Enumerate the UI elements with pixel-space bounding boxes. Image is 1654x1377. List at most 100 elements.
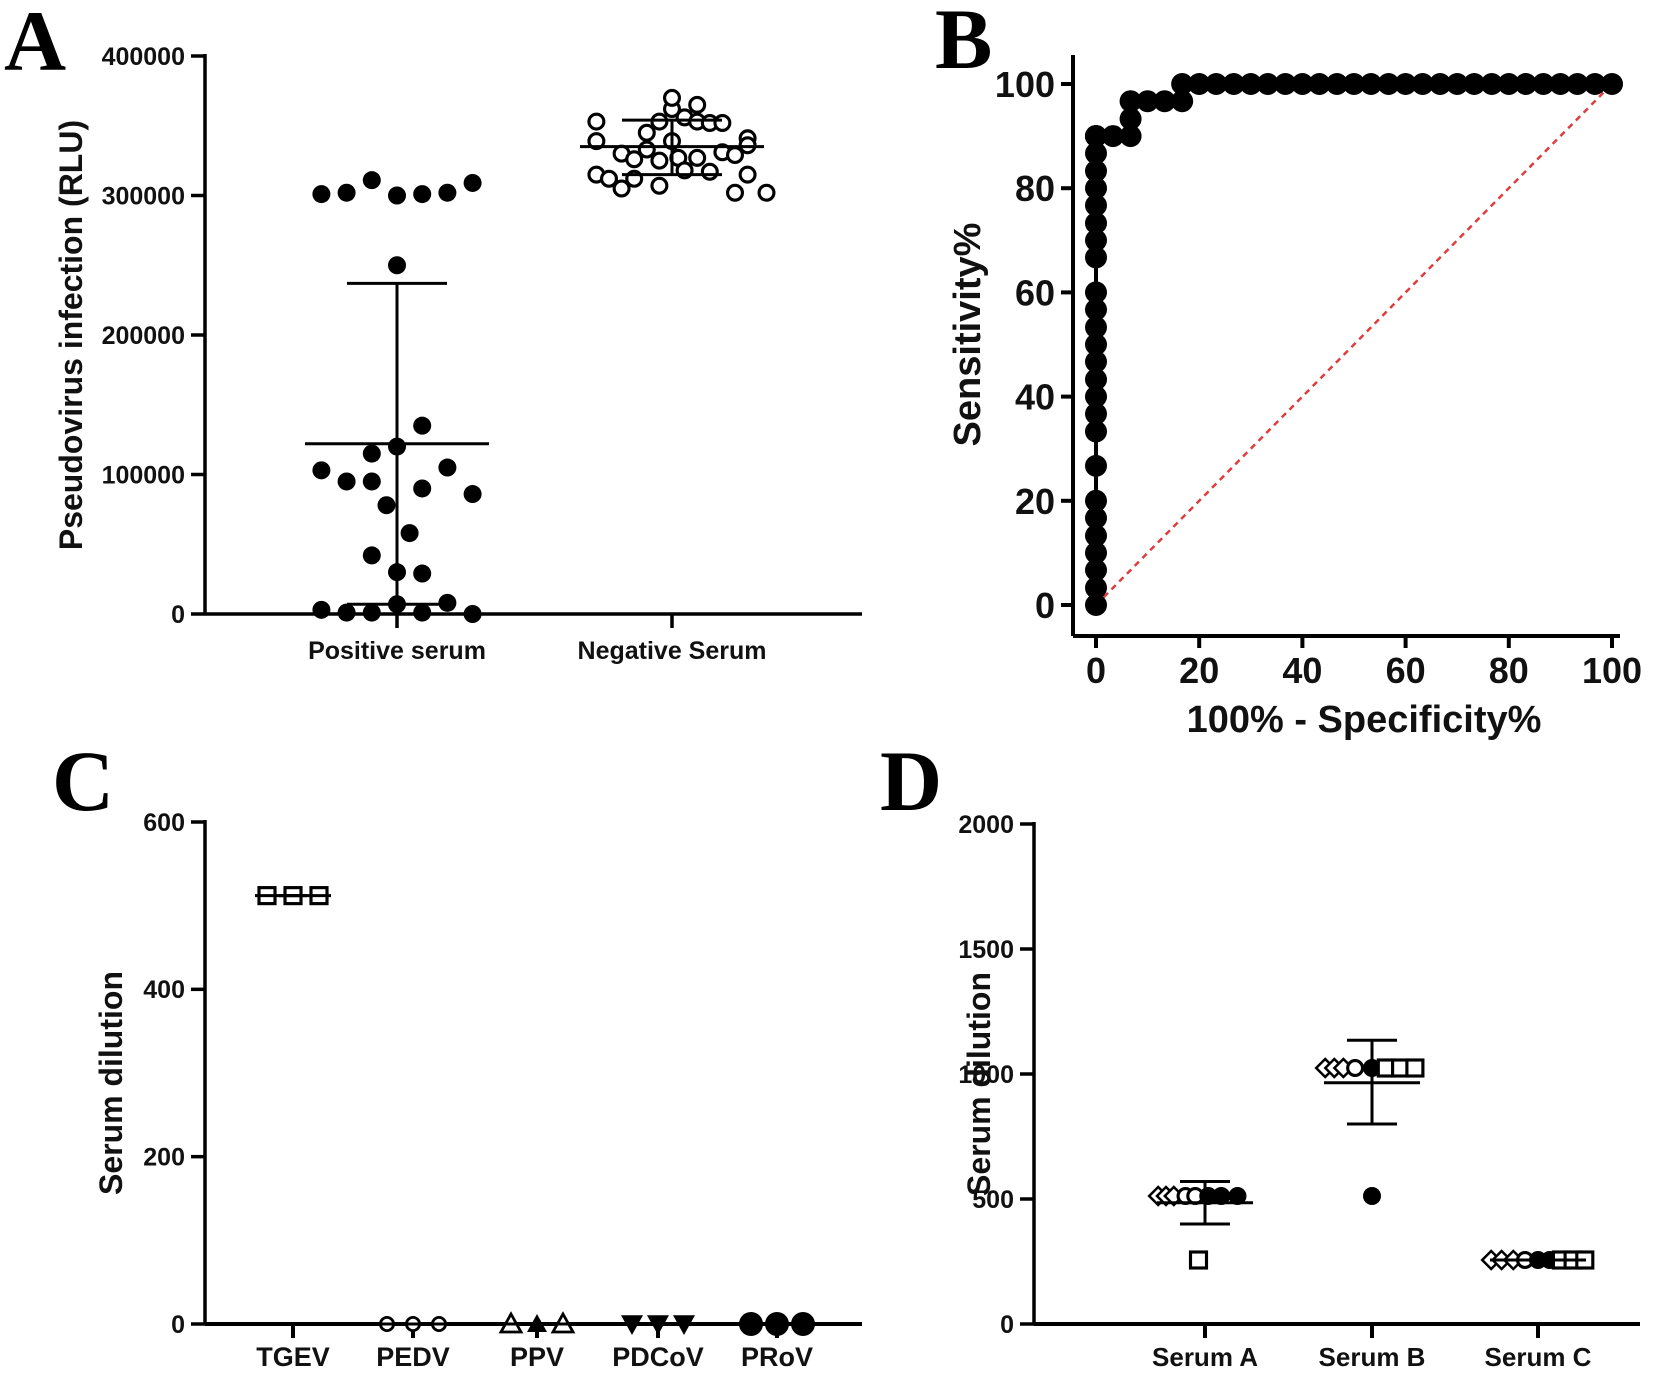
roc-point xyxy=(1394,73,1417,95)
roc-point xyxy=(1085,559,1107,582)
roc-point xyxy=(1085,368,1107,391)
roc-point xyxy=(1085,298,1107,321)
roc-point xyxy=(1256,73,1279,95)
x-tick-label: TGEV xyxy=(256,1342,330,1372)
data-point xyxy=(362,472,381,491)
roc-point xyxy=(1136,90,1159,113)
panel-c-chart: 0 200 400 600 TGEV PEDV PPV PDCoV PRoV Serum dilu… xyxy=(93,809,862,1372)
roc-point xyxy=(1085,281,1107,304)
data-point xyxy=(663,88,682,107)
data-point xyxy=(738,165,757,184)
data-point xyxy=(587,132,606,151)
roc-point xyxy=(1549,73,1572,95)
data-point xyxy=(726,183,745,202)
x-tick-label: 0 xyxy=(1086,650,1106,691)
roc-point xyxy=(1360,73,1383,95)
data-point xyxy=(625,150,644,169)
data-point xyxy=(1212,1187,1231,1205)
x-tick-label: PRoV xyxy=(741,1342,813,1372)
y-tick-label: 80 xyxy=(1015,168,1055,209)
data-point xyxy=(757,183,776,202)
data-point xyxy=(312,185,331,204)
data-point xyxy=(637,140,656,159)
data-point xyxy=(388,186,406,205)
roc-point xyxy=(1085,402,1107,425)
panel-label-c: C xyxy=(52,733,114,829)
x-tick-label: 60 xyxy=(1386,650,1426,691)
data-point xyxy=(337,183,356,202)
roc-point xyxy=(1411,73,1434,95)
data-point xyxy=(362,603,381,622)
x-tick-label: Negative Serum xyxy=(578,637,767,665)
roc-point xyxy=(1085,333,1107,356)
y-tick-label: 400000 xyxy=(102,43,185,71)
y-axis-title: Serum dilution xyxy=(961,972,997,1196)
roc-point xyxy=(1343,73,1365,95)
data-point xyxy=(362,171,381,190)
roc-point xyxy=(1085,160,1107,183)
panel-label-d: D xyxy=(880,733,942,829)
roc-point xyxy=(1566,73,1589,95)
roc-point xyxy=(1480,73,1503,95)
roc-point xyxy=(1085,524,1107,547)
x-tick-label: 40 xyxy=(1282,650,1322,691)
x-tick-label: Serum C xyxy=(1485,1342,1592,1372)
data-point xyxy=(312,461,331,480)
roc-point xyxy=(1085,541,1107,564)
x-axis-title: 100% - Specificity% xyxy=(1187,699,1542,741)
data-point xyxy=(612,179,631,198)
data-point xyxy=(650,151,669,170)
y-axis-title: Pseudovirus infection (RLU) xyxy=(53,120,89,550)
roc-point xyxy=(1308,73,1331,95)
data-point xyxy=(438,183,457,202)
roc-point xyxy=(1514,73,1537,95)
data-point xyxy=(463,173,482,192)
y-tick-label: 500 xyxy=(972,1186,1014,1214)
y-tick-label: 600 xyxy=(143,809,185,837)
roc-point xyxy=(1085,177,1107,200)
data-point xyxy=(688,148,707,167)
roc-point xyxy=(1085,142,1107,165)
y-axis-title: Serum dilution xyxy=(93,971,129,1195)
data-point xyxy=(713,113,732,132)
y-tick-label: 100 xyxy=(995,64,1055,105)
roc-point xyxy=(1205,73,1228,95)
x-tick-label: Serum A xyxy=(1152,1342,1258,1372)
data-point xyxy=(312,600,331,619)
roc-point xyxy=(1497,73,1520,95)
data-point xyxy=(1363,1187,1381,1205)
y-tick-label: 300000 xyxy=(102,182,185,210)
data-point xyxy=(388,256,406,275)
y-tick-label: 0 xyxy=(1035,585,1055,626)
x-tick-label: Serum B xyxy=(1319,1342,1426,1372)
roc-point xyxy=(1119,107,1142,130)
data-point xyxy=(413,479,432,498)
x-tick-label: PDCoV xyxy=(612,1342,704,1372)
roc-point xyxy=(1188,73,1211,95)
data-point xyxy=(362,546,381,565)
roc-point xyxy=(1153,90,1176,113)
data-point xyxy=(377,496,396,515)
data-point xyxy=(650,176,669,195)
roc-point xyxy=(1085,506,1107,529)
panel-d-chart: 0 500 1000 1500 2000 Serum A Serum B Serum C Ser… xyxy=(958,811,1640,1372)
roc-point xyxy=(1583,73,1606,95)
roc-point xyxy=(1085,576,1107,599)
roc-point xyxy=(1377,73,1400,95)
x-tick-label: Positive serum xyxy=(308,637,486,665)
roc-point xyxy=(1085,246,1107,269)
data-point xyxy=(700,162,719,181)
roc-point xyxy=(1085,229,1107,252)
y-tick-label: 20 xyxy=(1015,481,1055,522)
panel-label-b: B xyxy=(935,0,992,87)
roc-point xyxy=(1085,350,1107,373)
y-tick-label: 1500 xyxy=(958,936,1014,964)
roc-point xyxy=(1085,194,1107,217)
data-point xyxy=(463,605,482,623)
data-point xyxy=(1188,1250,1209,1270)
data-point xyxy=(600,169,619,188)
roc-point xyxy=(1085,594,1107,616)
data-point xyxy=(400,524,419,543)
panel-a-chart: 0 100000 200000 300000 400000 Positive serum N… xyxy=(53,43,862,665)
